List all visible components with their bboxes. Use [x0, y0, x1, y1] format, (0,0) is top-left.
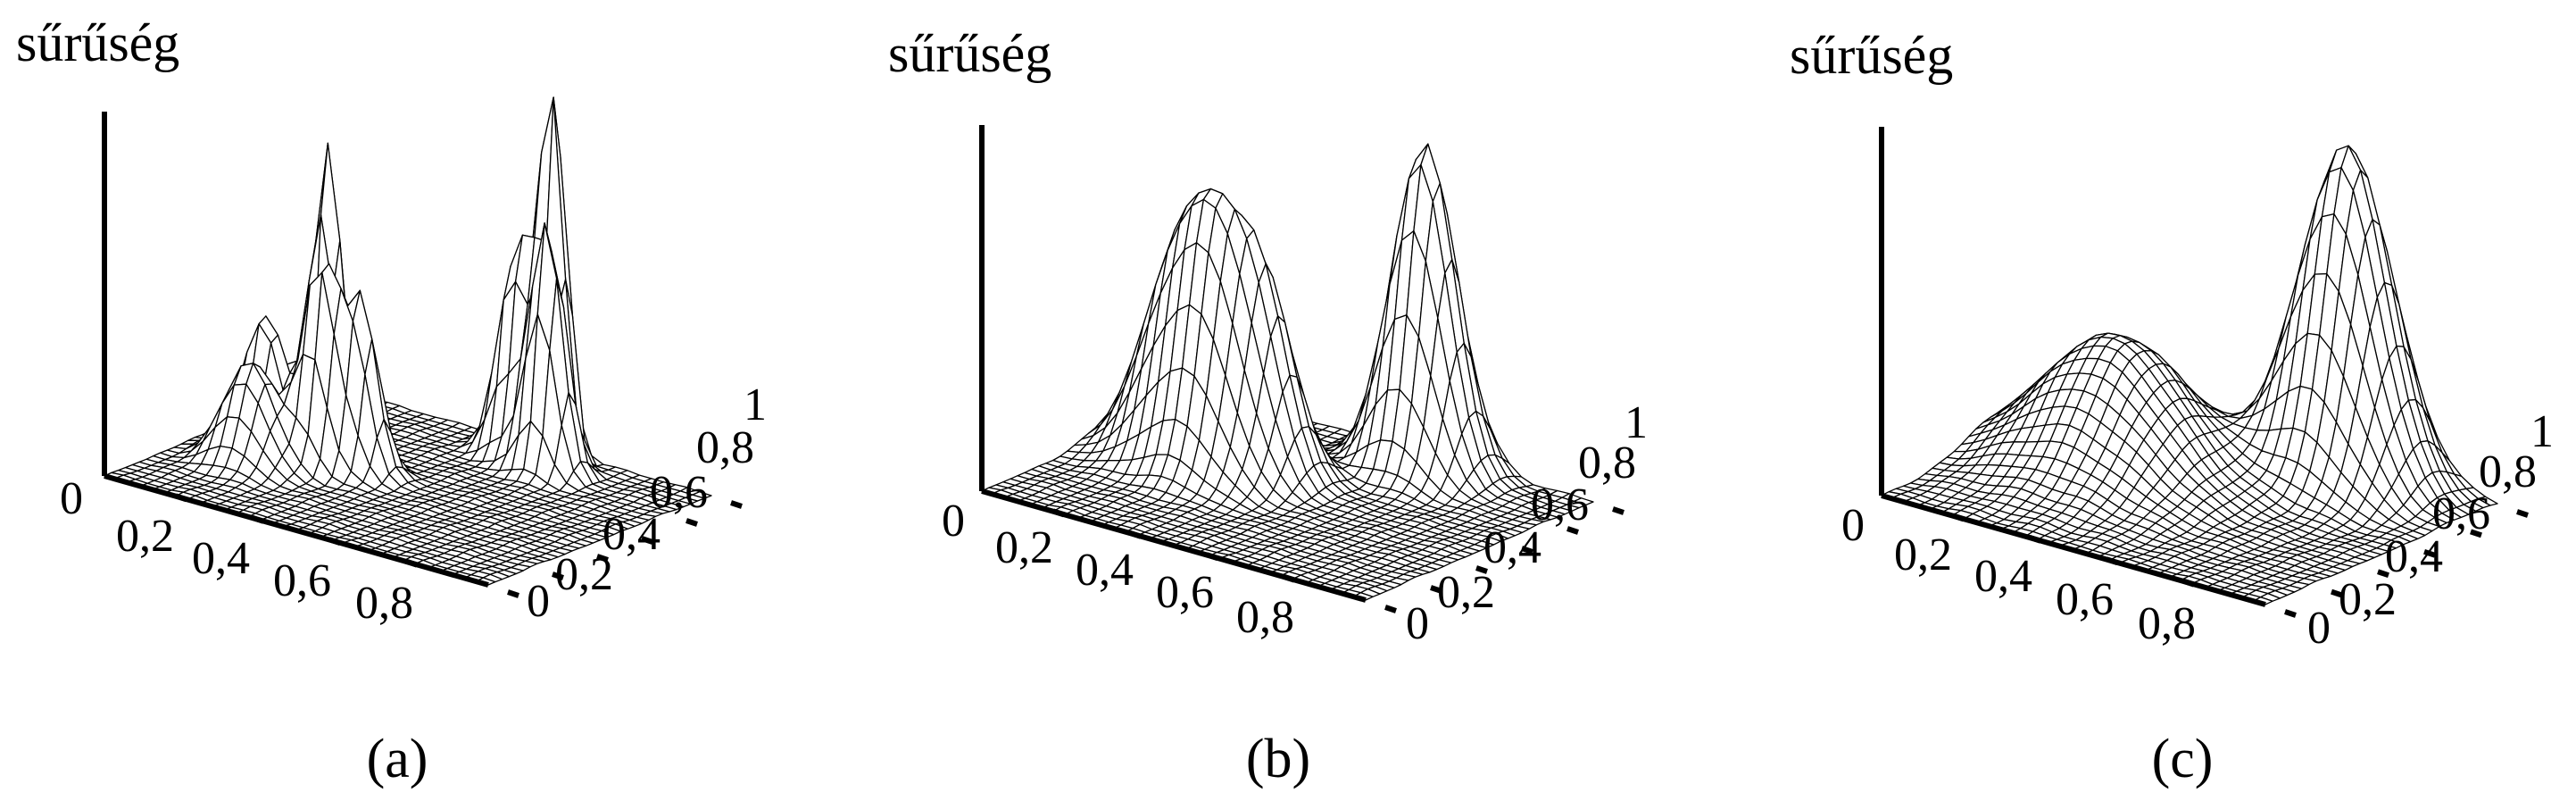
surface-mesh — [1881, 145, 2498, 605]
y-tick-label: 0,8 — [2479, 446, 2537, 497]
x-tick-mark — [175, 493, 187, 503]
y-tick-labels: 0 0,2 0,4 0,6 0,8 1 — [1406, 397, 1648, 649]
y-tick-mark — [2470, 529, 2482, 538]
x-tick-label: 0 — [1841, 500, 1865, 551]
x-tick-labels: 0 0,2 0,4 0,6 0,8 — [942, 496, 1294, 643]
x-tick-mark — [1283, 573, 1295, 583]
x-tick-label: 0,6 — [2056, 574, 2114, 625]
x-tick-label: 0,8 — [2138, 598, 2196, 649]
z-axis-label: sűrűség — [16, 13, 179, 72]
x-tick-mark — [405, 558, 418, 568]
y-tick-mark — [1566, 526, 1579, 535]
x-axis-line — [1881, 493, 2266, 607]
x-tick-label: 0,6 — [273, 555, 331, 606]
y-tick-mark — [1384, 605, 1397, 613]
x-tick-label: 0,2 — [1894, 530, 1952, 580]
y-tick-mark — [2331, 588, 2343, 598]
panel-caption: (b) — [1246, 729, 1310, 789]
x-tick-label: 0,8 — [1236, 592, 1294, 643]
y-tick-mark — [507, 589, 519, 598]
x-tick-label: 0,2 — [116, 511, 174, 562]
axes — [1879, 127, 2529, 618]
x-tick-mark — [1052, 508, 1065, 518]
panel-caption: (c) — [2152, 729, 2214, 789]
surface-panel-b: sűrűség 0 0,2 0,4 0,6 0,8 0 0,2 0,4 0,6 … — [888, 24, 1648, 789]
surface-panel-a: sűrűség 0 0,2 0,4 0,6 0,8 0 0,2 0,4 0,6 … — [16, 13, 767, 789]
y-tick-mark — [686, 518, 698, 527]
y-tick-label: 0 — [527, 576, 550, 627]
y-tick-mark — [596, 554, 609, 563]
axes — [102, 112, 743, 598]
y-tick-mark — [552, 572, 564, 580]
x-tick-label: 0,6 — [1156, 567, 1214, 618]
x-tick-mark — [2029, 534, 2041, 544]
y-tick-label: 0,4 — [1483, 522, 1541, 573]
y-tick-mark — [1521, 546, 1533, 555]
x-tick-mark — [2182, 578, 2195, 588]
y-tick-label: 0,2 — [1437, 567, 1495, 618]
z-axis-label: sűrűség — [888, 24, 1051, 83]
y-tick-label: 0,4 — [602, 509, 661, 560]
y-tick-label: 0,6 — [1531, 480, 1589, 530]
y-tick-mark — [1612, 506, 1625, 515]
x-tick-label: 0 — [60, 473, 83, 524]
y-tick-label: 1 — [744, 380, 767, 430]
y-tick-label: 0,2 — [2339, 574, 2397, 625]
x-tick-label: 0,8 — [355, 578, 413, 629]
x-tick-mark — [1129, 530, 1142, 539]
x-tick-mark — [1952, 513, 1965, 522]
x-tick-label: 0 — [942, 496, 965, 547]
y-tick-label: 0,4 — [2385, 531, 2443, 582]
x-tick-labels: 0 0,2 0,4 0,6 0,8 — [60, 473, 413, 629]
y-tick-label: 0,6 — [650, 467, 708, 518]
surface-panel-c: sűrűség 0 0,2 0,4 0,6 0,8 0 0,2 0,4 0,6 … — [1790, 26, 2554, 789]
y-tick-label: 1 — [1625, 397, 1648, 448]
x-tick-mark — [2106, 556, 2118, 566]
y-tick-mark — [2423, 548, 2436, 558]
y-tick-mark — [1430, 585, 1442, 594]
y-tick-labels: 0 0,2 0,4 0,6 0,8 1 — [527, 380, 767, 627]
y-tick-mark — [2284, 609, 2297, 618]
x-axis-line — [104, 473, 489, 588]
x-tick-label: 0,4 — [192, 533, 250, 584]
surface-mesh — [981, 143, 1594, 601]
surface-mesh — [104, 96, 712, 586]
y-tick-label: 0,8 — [1578, 438, 1636, 488]
x-axis-line — [981, 488, 1367, 603]
y-tick-label: 0 — [2307, 603, 2331, 654]
x-tick-mark — [1206, 552, 1218, 562]
y-tick-mark — [730, 500, 743, 509]
x-tick-mark — [328, 537, 341, 547]
x-tick-label: 0,4 — [1974, 551, 2032, 602]
x-tick-label: 0,2 — [995, 522, 1053, 573]
y-tick-mark — [641, 536, 653, 545]
x-tick-labels: 0 0,2 0,4 0,6 0,8 — [1841, 500, 2196, 649]
y-tick-mark — [2516, 509, 2529, 518]
y-tick-label: 0 — [1406, 598, 1429, 649]
x-tick-mark — [252, 514, 264, 524]
y-tick-mark — [1475, 565, 1488, 574]
y-tick-label: 0,6 — [2432, 488, 2490, 539]
y-tick-label: 0,8 — [696, 422, 754, 473]
y-tick-label: 1 — [2530, 406, 2554, 457]
panel-caption: (a) — [367, 729, 428, 789]
y-tick-labels: 0 0,2 0,4 0,6 0,8 1 — [2307, 406, 2554, 654]
y-tick-mark — [2377, 569, 2389, 579]
y-tick-label: 0,2 — [555, 549, 613, 600]
axes — [979, 125, 1625, 613]
x-tick-label: 0,4 — [1076, 545, 1134, 596]
z-axis-label: sűrűség — [1790, 26, 1953, 85]
